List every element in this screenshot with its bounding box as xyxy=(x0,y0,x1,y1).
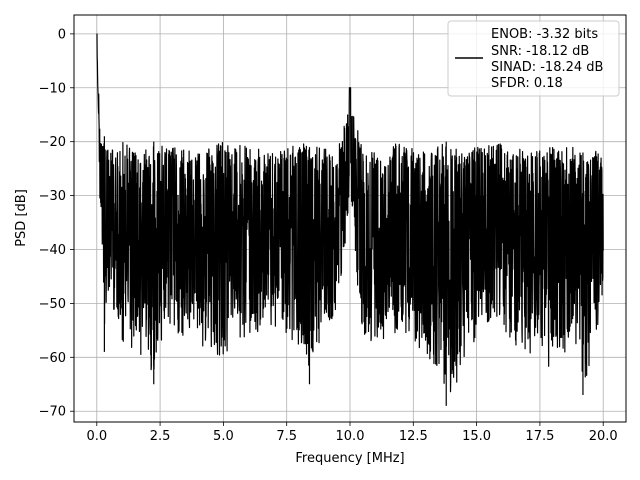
y-tick-label: −70 xyxy=(39,405,66,420)
legend-enob: ENOB: -3.32 bits xyxy=(491,27,598,42)
y-tick-label: −40 xyxy=(39,243,66,258)
y-ticks: 0 −10 −20 −30 −40 −50 −60 −70 xyxy=(39,27,74,420)
y-tick-label: −20 xyxy=(39,135,66,150)
y-tick-label: −50 xyxy=(39,297,66,312)
x-axis-label: Frequency [MHz] xyxy=(295,451,404,466)
x-tick-label: 17.5 xyxy=(525,429,554,444)
y-tick-label: −10 xyxy=(39,81,66,96)
y-tick-label: −60 xyxy=(39,351,66,366)
psd-trace xyxy=(96,33,604,406)
x-tick-label: 0.0 xyxy=(86,429,107,444)
x-ticks: 0.0 2.5 5.0 7.5 10.0 12.5 15.0 17.5 20.0 xyxy=(86,422,618,444)
x-tick-label: 20.0 xyxy=(589,429,618,444)
y-axis-label: PSD [dB] xyxy=(14,189,29,247)
y-tick-label: 0 xyxy=(58,27,66,42)
legend-box xyxy=(447,20,620,97)
legend-snr: SNR: -18.12 dB xyxy=(491,44,589,59)
x-tick-label: 10.0 xyxy=(336,429,365,444)
legend-sinad: SINAD: -18.24 dB xyxy=(491,60,603,75)
psd-series xyxy=(96,33,604,406)
y-tick-label: −30 xyxy=(39,189,66,204)
legend: ENOB: -3.32 bits SNR: -18.12 dB SINAD: -… xyxy=(447,20,620,97)
legend-sfdr: SFDR: 0.18 xyxy=(491,76,563,91)
x-tick-label: 5.0 xyxy=(213,429,234,444)
x-tick-label: 12.5 xyxy=(399,429,428,444)
x-tick-label: 2.5 xyxy=(150,429,171,444)
x-tick-label: 7.5 xyxy=(276,429,297,444)
x-tick-label: 15.0 xyxy=(462,429,491,444)
